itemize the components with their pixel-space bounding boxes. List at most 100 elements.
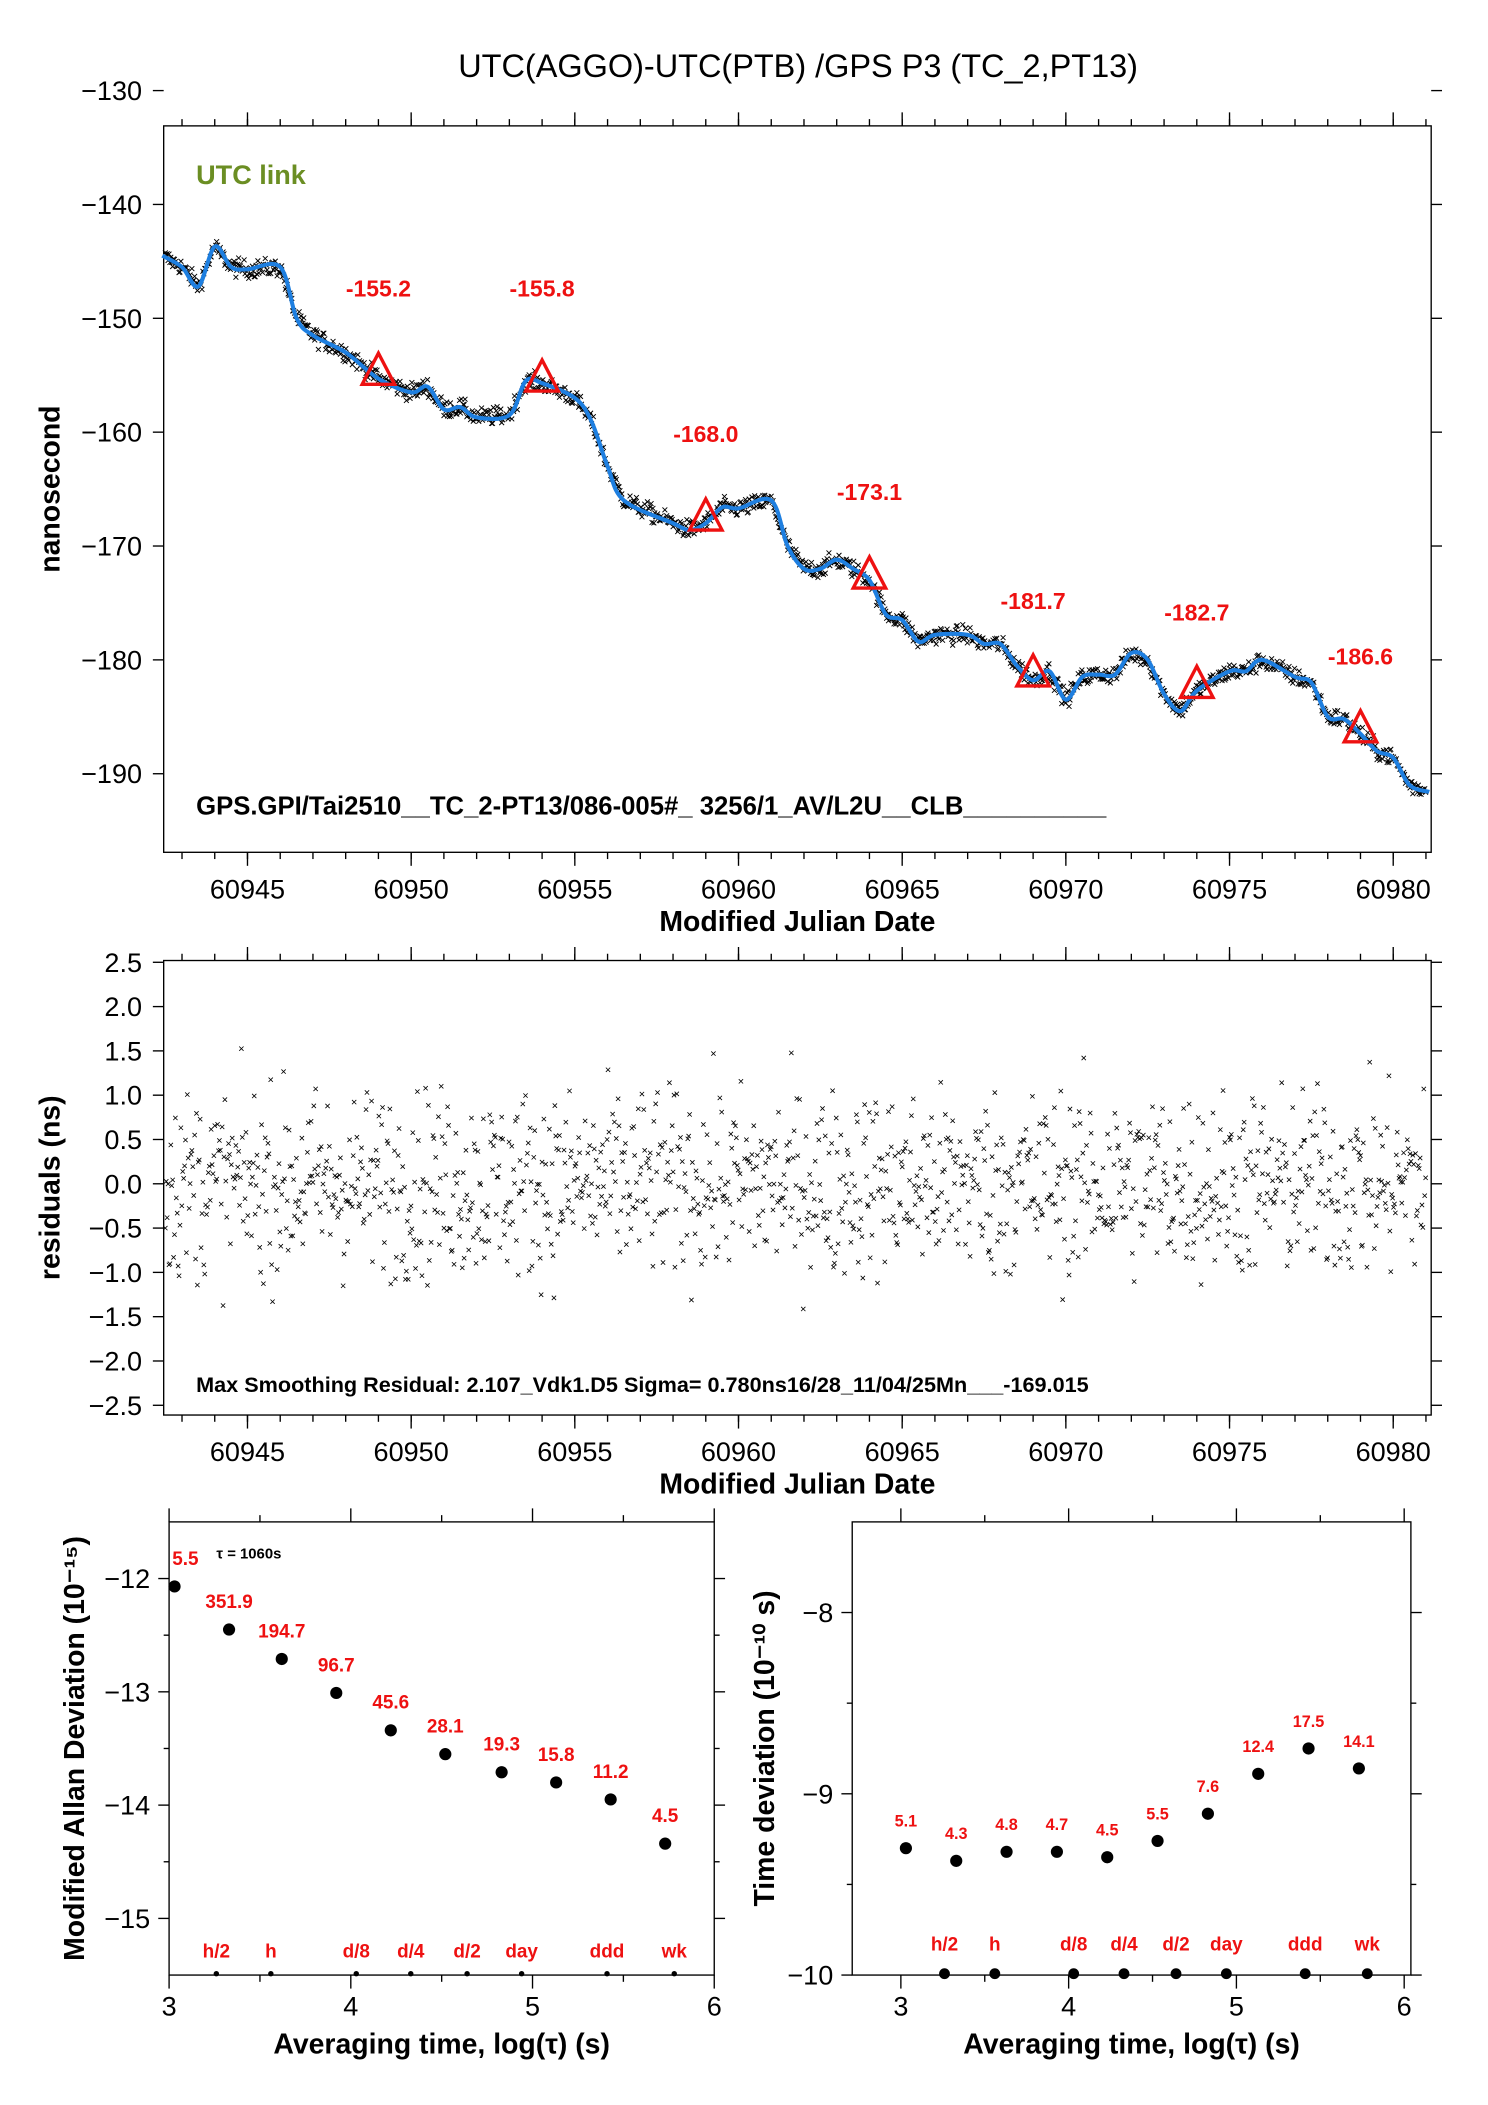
residual-point [887, 1187, 893, 1193]
residual-point [462, 1198, 468, 1204]
residual-point [1306, 1163, 1312, 1169]
residual-point [1381, 1182, 1387, 1188]
period-label: h [265, 1941, 277, 1962]
residual-point [1133, 1199, 1139, 1204]
data-point [241, 257, 247, 263]
residual-point [1314, 1132, 1319, 1138]
residual-point [1121, 1179, 1127, 1185]
residual-point [693, 1168, 699, 1174]
y-tick-label: 0.0 [104, 1169, 142, 1199]
residual-point [1007, 1271, 1013, 1277]
residual-point [1117, 1190, 1122, 1196]
data-point [267, 270, 274, 277]
residual-point [373, 1147, 379, 1153]
residual-point [1081, 1055, 1087, 1061]
residual-point [1098, 1205, 1104, 1210]
residual-point [667, 1179, 673, 1185]
residual-point [534, 1188, 539, 1194]
residual-point [586, 1193, 592, 1199]
data-point [750, 505, 757, 511]
residual-point [558, 1209, 564, 1215]
residual-point [208, 1126, 214, 1132]
residual-point [826, 1150, 832, 1156]
residual-point [900, 1149, 906, 1154]
residual-point [1336, 1208, 1341, 1214]
residual-point [560, 1217, 566, 1223]
residual-point [662, 1139, 668, 1145]
residual-point [1075, 1254, 1081, 1260]
residual-point [1236, 1259, 1242, 1265]
residual-point [409, 1226, 415, 1232]
residual-point [224, 1214, 230, 1220]
residual-point [647, 1150, 653, 1156]
residual-point [464, 1192, 470, 1198]
y-tick-label: 2.0 [104, 992, 142, 1022]
residual-point [461, 1255, 467, 1261]
residual-point [547, 1213, 553, 1219]
residual-point [908, 1113, 914, 1119]
residual-point [1042, 1115, 1048, 1120]
residual-point [252, 1211, 258, 1217]
data-point [1226, 662, 1233, 668]
residual-point [916, 1184, 922, 1190]
residual-point [624, 1179, 630, 1185]
y-tick-label: −180 [81, 645, 142, 675]
x-tick-label: 60955 [537, 874, 612, 904]
residual-point [1356, 1150, 1362, 1155]
residual-point [738, 1078, 744, 1084]
residual-point [1252, 1262, 1258, 1267]
residual-point [1422, 1193, 1428, 1199]
residual-point [339, 1187, 345, 1193]
residual-point [1119, 1165, 1125, 1171]
residual-point [683, 1189, 689, 1195]
residual-point [1216, 1231, 1221, 1237]
residual-point [934, 1206, 940, 1212]
residual-point [342, 1181, 348, 1186]
data-point [811, 572, 818, 579]
data-point [1231, 663, 1237, 669]
residual-point [193, 1256, 199, 1262]
residual-point [1282, 1164, 1288, 1170]
residual-point [709, 1188, 715, 1194]
residual-point [1403, 1213, 1408, 1219]
residual-point [1111, 1162, 1117, 1168]
residual-point [1195, 1115, 1201, 1121]
residual-point [1417, 1155, 1423, 1161]
residual-point [697, 1210, 703, 1215]
residual-point [459, 1265, 465, 1271]
residual-point [1344, 1190, 1350, 1196]
residual-point [1249, 1167, 1254, 1173]
residual-point [1201, 1184, 1207, 1190]
residual-point [1127, 1120, 1133, 1126]
residual-point [491, 1143, 496, 1149]
residual-point [1152, 1137, 1158, 1143]
residual-point [686, 1133, 692, 1139]
residual-point [271, 1174, 277, 1180]
data-point [1137, 661, 1144, 668]
residual-point [984, 1211, 990, 1217]
residual-point [176, 1273, 182, 1279]
residual-point [729, 1145, 735, 1151]
residual-point [434, 1191, 440, 1197]
residual-point [200, 1179, 206, 1185]
residual-point [234, 1172, 240, 1178]
residual-point [865, 1204, 871, 1210]
residual-point [456, 1211, 462, 1217]
residual-point [168, 1142, 174, 1148]
residual-point [1269, 1136, 1275, 1142]
x-tick-label: 60945 [210, 1437, 285, 1467]
residual-point [1381, 1188, 1386, 1194]
data-point [467, 416, 474, 423]
residual-point [719, 1109, 725, 1115]
residual-point [466, 1247, 472, 1253]
y-axis-title: Modified Allan Deviation (10⁻¹⁵) [59, 1536, 91, 1961]
residual-point [468, 1205, 473, 1211]
residual-point [183, 1137, 188, 1143]
deviation-point [950, 1854, 963, 1867]
residual-point [601, 1168, 607, 1174]
deviation-value-label: 15.8 [538, 1745, 575, 1766]
deviation-value-label: 4.5 [652, 1806, 678, 1827]
residual-point [487, 1112, 493, 1118]
deviation-point [1252, 1767, 1265, 1780]
residual-point [962, 1180, 968, 1186]
